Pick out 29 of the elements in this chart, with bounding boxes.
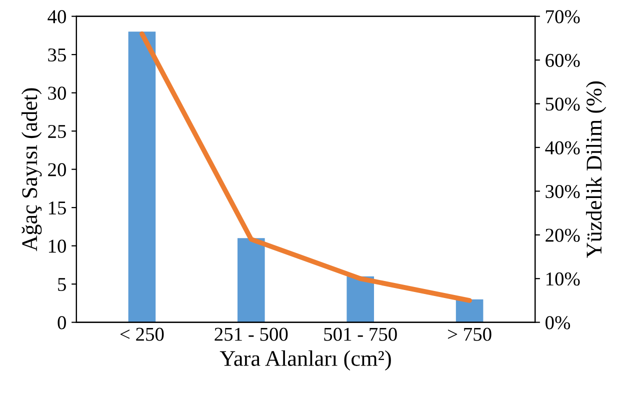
x-tick-label: < 250 [120,328,164,341]
x-tick-label: 501 - 750 [324,328,397,341]
y-tick-label: 35 [48,48,66,62]
y-axis-title: Ağaç Sayısı (adet) [22,88,42,252]
y-tick-label: 25 [48,124,66,138]
y2-tick-label: 70% [546,10,580,24]
y2-axis-title: Yüzdelik Dilim (%) [586,81,606,258]
bar [128,32,156,322]
y-tick-label: 20 [48,163,66,176]
x-tick-label: > 750 [448,328,492,341]
y2-tick-label: 40% [545,141,580,154]
y2-tick-label: 30% [546,184,580,198]
x-tick-label: 251 - 500 [214,328,288,341]
y-tick-label: 40 [48,10,66,24]
bar [346,276,374,322]
bar [238,238,265,322]
y-tick-label: 15 [48,201,66,215]
x-axis-title: Yara Alanları (cm²) [220,350,391,371]
y2-tick-label: 0% [546,316,570,330]
y2-tick-label: 60% [546,54,580,68]
y-tick-label: 30 [48,86,66,100]
y-tick-label: 10 [48,240,66,253]
line-series [140,31,472,303]
y-tick-label: 5 [58,278,66,292]
y-tick-label: 0 [58,316,66,330]
y2-tick-label: 20% [546,228,580,242]
y2-tick-label: 10% [546,272,580,286]
bar [456,299,484,322]
y2-tick-label: 50% [546,98,580,111]
